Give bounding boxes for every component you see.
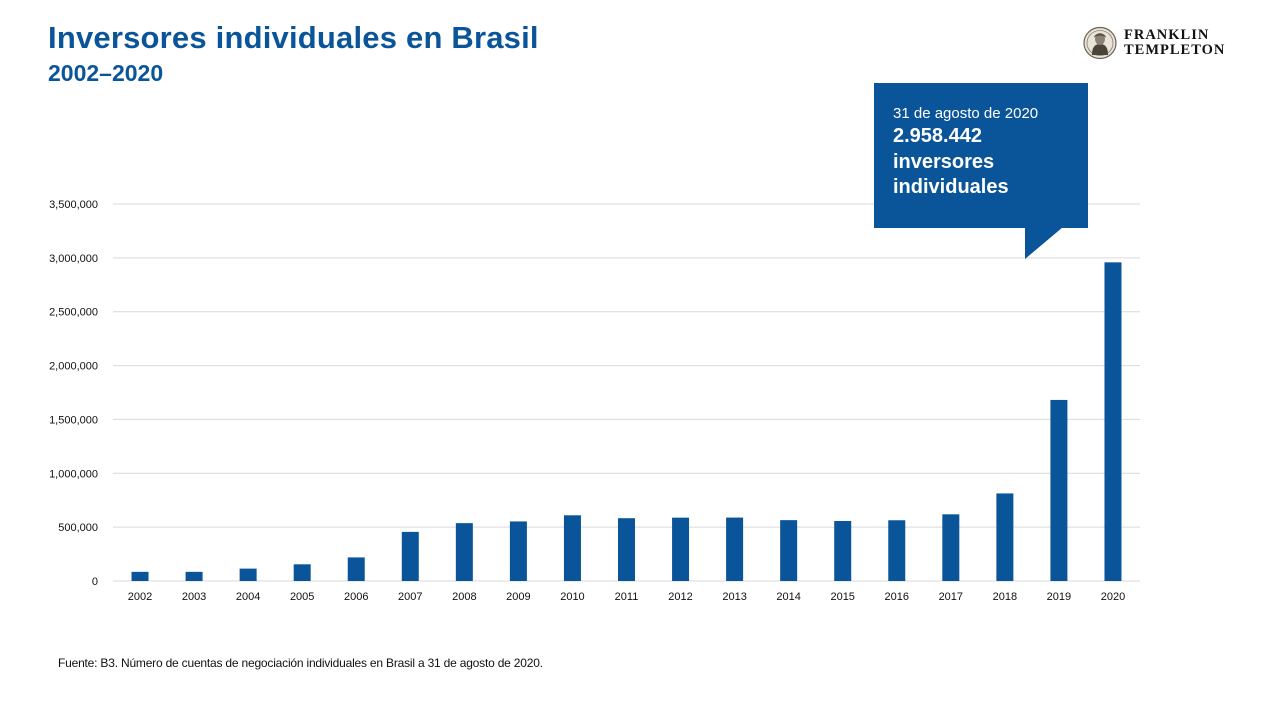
x-tick-label: 2019 <box>1047 591 1071 603</box>
y-axis-ticks: 0 500,000 1,000,000 1,500,000 2,000,000 2,500… <box>49 199 98 588</box>
logo-line-templeton: TEMPLETON <box>1124 42 1226 58</box>
x-tick-label: 2013 <box>722 591 746 603</box>
x-tick-label: 2006 <box>344 591 368 603</box>
y-tick-label: 2,500,000 <box>49 307 98 319</box>
x-tick-label: 2020 <box>1101 591 1125 603</box>
x-tick-label: 2009 <box>506 591 530 603</box>
x-tick-label: 2003 <box>182 591 206 603</box>
source-note: Fuente: B3. Número de cuentas de negocia… <box>58 656 543 670</box>
callout-value: 2.958.442 <box>893 125 982 147</box>
bar-2007 <box>401 531 419 581</box>
bar-2015 <box>834 521 852 581</box>
bar-2005 <box>293 564 311 581</box>
x-tick-label: 2012 <box>668 591 692 603</box>
bar-2004 <box>239 568 257 581</box>
x-tick-label: 2007 <box>398 591 422 603</box>
y-tick-label: 3,000,000 <box>49 253 98 265</box>
bar-2016 <box>888 520 906 581</box>
x-tick-label: 2015 <box>830 591 854 603</box>
bar-2018 <box>996 493 1014 581</box>
bar-2013 <box>726 517 744 581</box>
callout-date: 31 de agosto de 2020 <box>893 105 1039 122</box>
bar-2017 <box>942 514 960 581</box>
chart-title: Inversores individuales en Brasil <box>48 20 539 55</box>
bar-2019 <box>1050 399 1068 581</box>
x-axis-ticks: 2002 2003 2004 2005 2006 2007 2008 2009 2010 2011… <box>128 591 1125 603</box>
bar-2003 <box>185 571 203 581</box>
callout-label-line2: individuales <box>893 176 1009 198</box>
bar-2010 <box>563 515 581 581</box>
x-tick-label: 2016 <box>885 591 909 603</box>
x-tick-label: 2011 <box>615 591 639 603</box>
bar-2014 <box>780 520 798 581</box>
bar-2009 <box>509 521 527 581</box>
y-tick-label: 0 <box>92 576 98 588</box>
x-tick-label: 2010 <box>560 591 584 603</box>
x-tick-label: 2014 <box>776 591 800 603</box>
x-tick-label: 2008 <box>452 591 476 603</box>
x-tick-label: 2005 <box>290 591 314 603</box>
x-tick-label: 2002 <box>128 591 152 603</box>
callout-label-line1: inversores <box>893 151 995 173</box>
y-tick-label: 1,500,000 <box>49 414 98 426</box>
logo-line-franklin: FRANKLIN <box>1124 27 1210 43</box>
gridlines <box>113 203 1140 582</box>
franklin-portrait-seal-icon <box>1083 26 1117 60</box>
bar-2008 <box>455 523 473 581</box>
bar-2006 <box>347 557 365 581</box>
logo-wordmark: FRANKLIN TEMPLETON <box>1124 28 1225 58</box>
y-tick-label: 500,000 <box>58 522 98 534</box>
x-tick-label: 2018 <box>993 591 1017 603</box>
y-tick-label: 2,000,000 <box>49 361 98 373</box>
y-tick-label: 3,500,000 <box>49 199 98 211</box>
x-tick-label: 2017 <box>939 591 963 603</box>
x-tick-label: 2004 <box>236 591 260 603</box>
bar-2011 <box>618 518 635 581</box>
franklin-templeton-logo: FRANKLIN TEMPLETON <box>1082 26 1225 60</box>
bar-2002 <box>131 571 149 581</box>
chart-subtitle: 2002–2020 <box>48 60 164 86</box>
bar-2012 <box>672 517 690 581</box>
callout-box: 31 de agosto de 2020 2.958.442 inversore… <box>874 83 1088 228</box>
bar-2020 <box>1104 262 1122 581</box>
y-tick-label: 1,000,000 <box>49 468 98 480</box>
bars <box>131 262 1122 581</box>
